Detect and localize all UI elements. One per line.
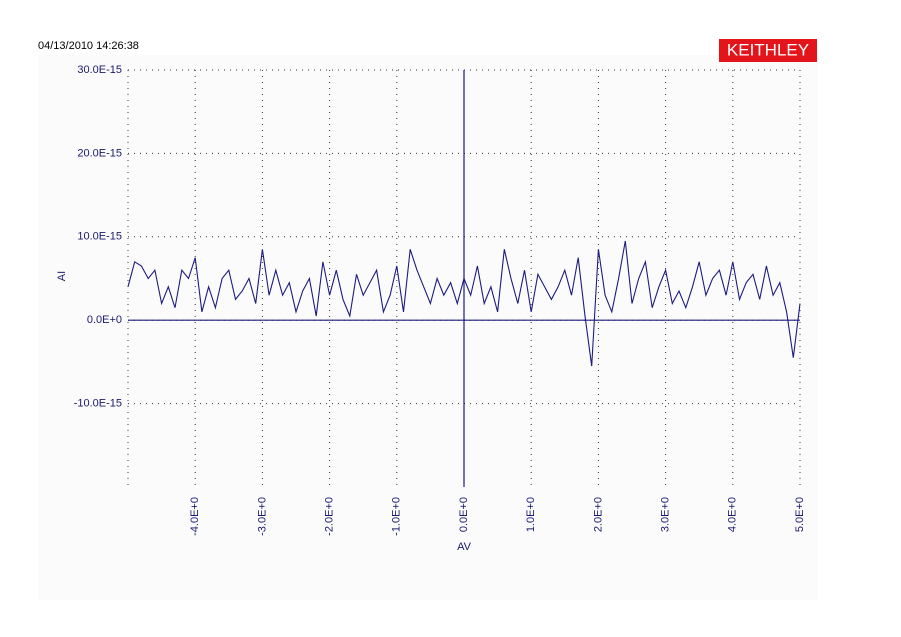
x-tick-label: 0.0E+0 bbox=[458, 497, 470, 532]
x-tick-label: -1.0E+0 bbox=[391, 497, 403, 536]
timestamp: 04/13/2010 14:26:38 bbox=[38, 40, 139, 52]
x-tick-label: 2.0E+0 bbox=[592, 497, 604, 532]
y-tick-label: 10.0E-15 bbox=[77, 231, 122, 243]
y-tick-label: 30.0E-15 bbox=[77, 64, 122, 76]
x-tick-label: -2.0E+0 bbox=[324, 497, 336, 536]
y-axis-label: AI bbox=[56, 271, 68, 281]
x-tick-label: 3.0E+0 bbox=[660, 497, 672, 532]
y-tick-label: 20.0E-15 bbox=[77, 147, 122, 159]
x-tick-label: -3.0E+0 bbox=[256, 497, 268, 536]
y-tick-label: 0.0E+0 bbox=[87, 314, 122, 326]
y-tick-label: -10.0E-15 bbox=[74, 398, 122, 410]
brand-logo bbox=[719, 39, 817, 62]
data-line bbox=[127, 240, 801, 367]
x-tick-label: 4.0E+0 bbox=[727, 497, 739, 532]
x-tick-label: 5.0E+0 bbox=[794, 497, 806, 532]
x-tick-label: -4.0E+0 bbox=[189, 497, 201, 536]
plot-panel bbox=[38, 55, 818, 600]
x-tick-label: 1.0E+0 bbox=[525, 497, 537, 532]
brand-text: KEITHLEY bbox=[727, 40, 809, 59]
x-axis-label: AV bbox=[457, 541, 472, 553]
